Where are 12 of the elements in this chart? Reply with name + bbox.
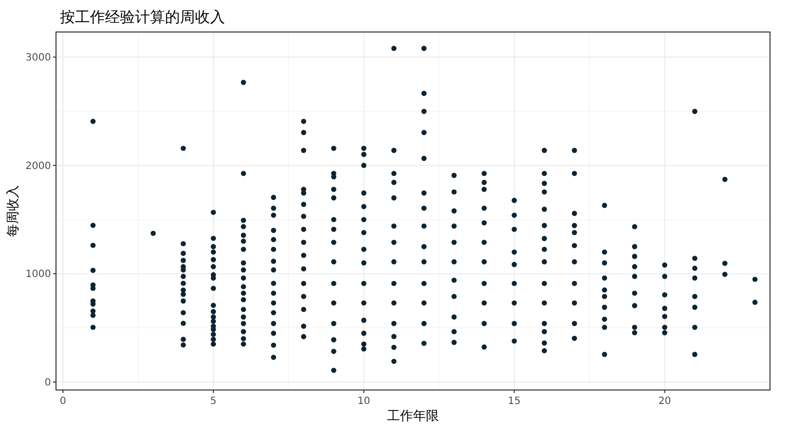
x-axis-title: 工作年限: [387, 409, 439, 424]
x-tick-label: 20: [658, 396, 672, 407]
y-axis-title: 每周收入: [6, 185, 21, 237]
x-tick-label: 5: [210, 396, 217, 407]
x-tick-label: 10: [357, 396, 370, 407]
y-tick-label: 0: [44, 377, 51, 388]
x-tick-label: 0: [60, 396, 66, 407]
y-tick-label: 1000: [26, 269, 51, 280]
chart-title: 按工作经验计算的周收入: [60, 8, 225, 26]
y-tick-label: 3000: [26, 52, 51, 64]
y-tick-label: 2000: [26, 160, 51, 172]
x-tick-label: 15: [508, 396, 521, 407]
